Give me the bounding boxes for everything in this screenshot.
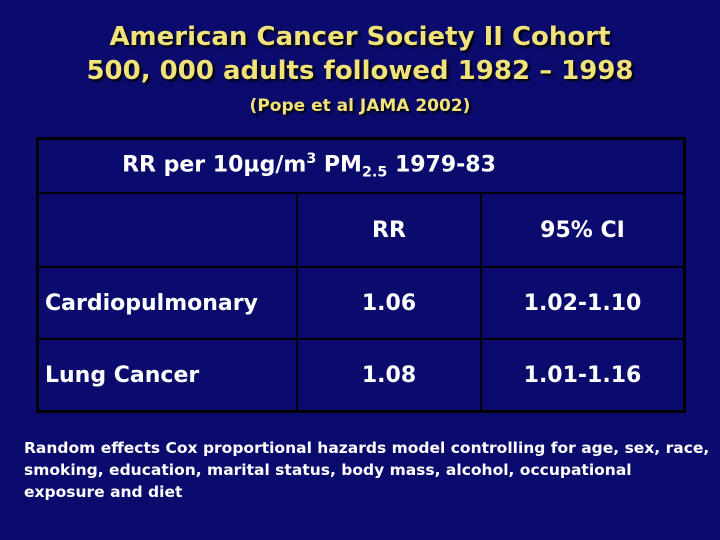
ci-value: 1.01-1.16 [480,338,686,413]
table-row: Lung Cancer 1.08 1.01-1.16 [36,338,686,413]
row-label: Lung Cancer [36,338,298,413]
table-caption-row: RR per 10µg/m3 PM2.5 1979-83 [36,137,686,194]
rr-value: 1.08 [296,338,482,413]
footnote: Random effects Cox proportional hazards … [24,439,710,501]
column-header-blank [36,192,298,268]
ci-value: 1.02-1.10 [480,266,686,340]
slide-title: American Cancer Society II Cohort [109,22,611,52]
table-header-row: RR 95% CI [36,192,686,268]
table-caption: RR per 10µg/m3 PM2.5 1979-83 [36,137,686,194]
results-table: RR per 10µg/m3 PM2.5 1979-83 RR 95% CI C… [36,137,686,413]
table-row: Cardiopulmonary 1.06 1.02-1.10 [36,266,686,340]
column-header-ci: 95% CI [480,192,686,268]
rr-value: 1.06 [296,266,482,340]
column-header-rr: RR [296,192,482,268]
citation: (Pope et al JAMA 2002) [249,96,471,116]
slide-subtitle: 500, 000 adults followed 1982 – 1998 [86,56,634,86]
row-label: Cardiopulmonary [36,266,298,340]
